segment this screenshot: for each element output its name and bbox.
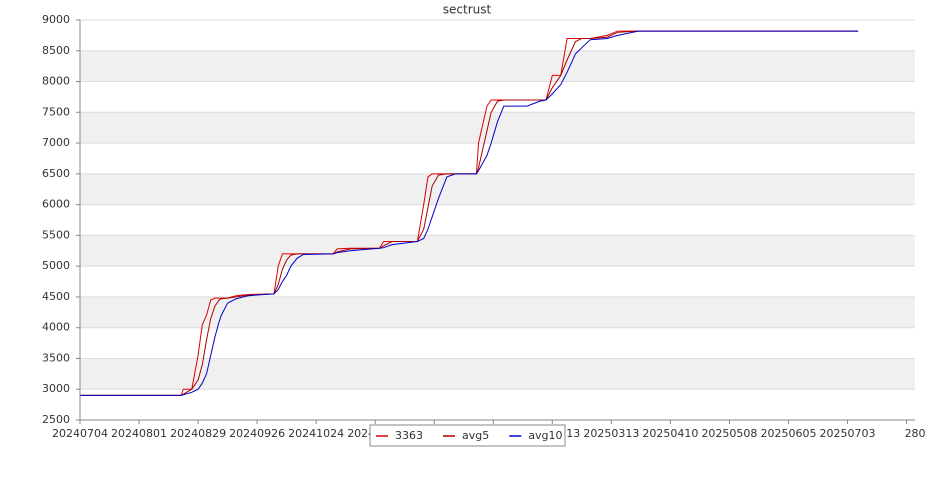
x-tick-label: 20250508 [701,427,757,440]
x-tick-label: 20240704 [52,427,108,440]
y-tick-label: 7500 [42,105,70,118]
x-tick-label: 20250703 [820,427,876,440]
legend-box [369,424,566,447]
y-tick-label: 8500 [42,44,70,57]
x-tick-label: 20240926 [229,427,285,440]
x-tick-label: 20240801 [111,427,167,440]
x-tick-label: 20250605 [760,427,816,440]
y-tick-label: 6500 [42,167,70,180]
y-tick-label: 3500 [42,351,70,364]
chart-title: sectrust [443,3,492,17]
y-tick-label: 3000 [42,382,70,395]
series-line [80,30,859,396]
legend-label: avg5 [462,429,489,442]
grid-band [80,358,915,390]
grid-band [80,112,915,144]
x-tick-label: 20250313 [583,427,639,440]
y-tick-label: 9000 [42,13,70,26]
y-tick-label: 7000 [42,136,70,149]
y-tick-label: 4500 [42,290,70,303]
x-tick-label: 20250410 [642,427,698,440]
y-tick-label: 5500 [42,228,70,241]
y-tick-label: 8000 [42,75,70,88]
series-line [80,30,859,396]
y-tick-label: 4000 [42,321,70,334]
x-tick-label: 20241024 [288,427,344,440]
x-tick-label: 280 [905,427,926,440]
y-tick-label: 6000 [42,198,70,211]
legend-label: avg10 [528,429,562,442]
grid-band [80,173,915,205]
x-tick-label: 20240829 [170,427,226,440]
legend-label: 3363 [395,429,423,442]
y-tick-label: 5000 [42,259,70,272]
grid-band [80,296,915,328]
grid-band [80,235,915,267]
grid-band [80,50,915,82]
y-tick-label: 2500 [42,413,70,426]
